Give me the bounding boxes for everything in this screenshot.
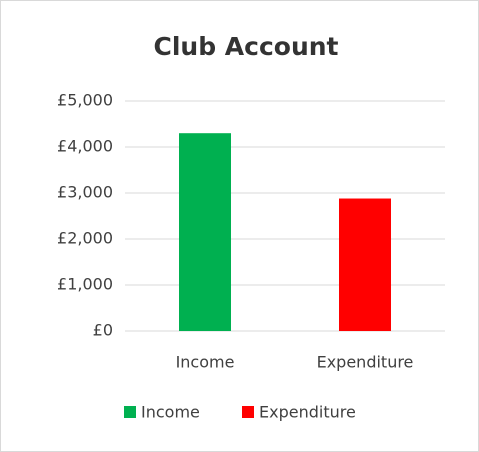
legend-label: Expenditure <box>259 403 356 422</box>
y-tick-label: £4,000 <box>57 137 113 156</box>
chart-title: Club Account <box>153 32 338 61</box>
legend-swatch <box>124 406 136 418</box>
y-tick-label: £5,000 <box>57 91 113 110</box>
y-tick-label: £2,000 <box>57 229 113 248</box>
y-tick-label: £1,000 <box>57 275 113 294</box>
legend-swatch <box>242 406 254 418</box>
legend-label: Income <box>141 403 200 422</box>
bar <box>179 133 231 331</box>
y-tick-label: £0 <box>93 321 113 340</box>
y-tick-label: £3,000 <box>57 183 113 202</box>
x-tick-label: Expenditure <box>317 353 414 372</box>
bar <box>339 198 391 331</box>
x-tick-label: Income <box>176 353 235 372</box>
